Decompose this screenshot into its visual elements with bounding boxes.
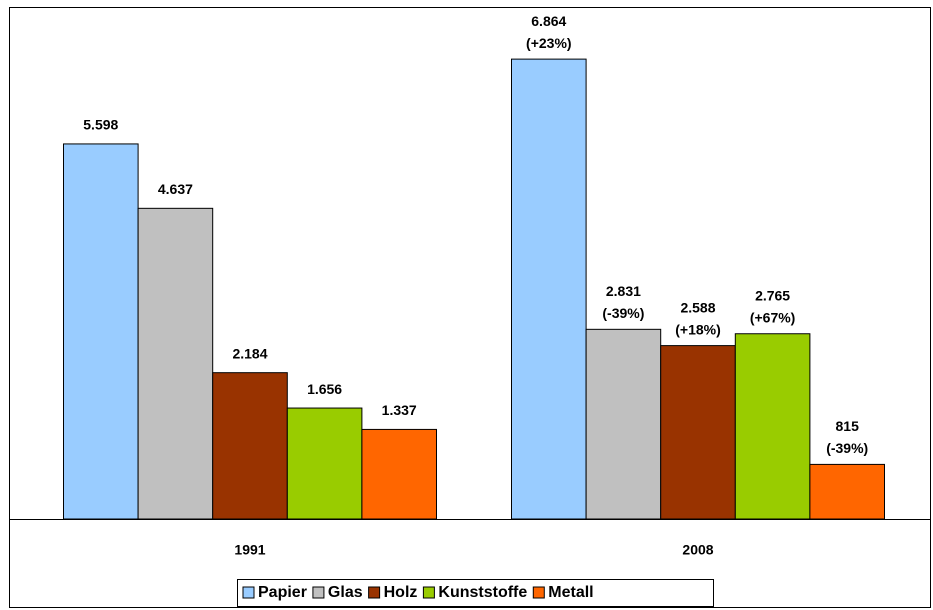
bar xyxy=(585,328,662,520)
legend-swatch xyxy=(312,586,325,599)
data-label: 2.184 xyxy=(232,345,267,361)
legend: Papier Glas Holz Kunststoffe Metall xyxy=(242,584,594,601)
legend-swatch xyxy=(532,586,545,599)
bar xyxy=(809,463,886,520)
legend-label: Metall xyxy=(548,584,593,601)
bar xyxy=(361,428,437,520)
legend-swatch xyxy=(422,586,435,599)
bar xyxy=(734,333,811,520)
change-label: (+67%) xyxy=(750,309,796,325)
change-label: (+23%) xyxy=(526,35,572,51)
bar xyxy=(212,372,288,520)
data-label: 4.637 xyxy=(158,181,193,197)
legend-label: Glas xyxy=(328,584,363,601)
change-label: (-39%) xyxy=(602,305,644,321)
bar xyxy=(137,207,214,520)
data-label: 2.765 xyxy=(755,287,790,303)
legend-swatch xyxy=(368,586,381,599)
x-tick-label: 1991 xyxy=(234,542,265,558)
legend-label: Holz xyxy=(384,584,418,601)
data-label: 2.831 xyxy=(606,283,641,299)
data-label: 1.656 xyxy=(307,381,342,397)
bar xyxy=(286,407,363,520)
change-label: (+18%) xyxy=(675,321,721,337)
bar xyxy=(511,58,587,520)
legend-swatch xyxy=(242,586,255,599)
data-label: 6.864 xyxy=(531,13,566,29)
data-label: 5.598 xyxy=(83,117,118,133)
change-label: (-39%) xyxy=(826,440,868,456)
data-label: 815 xyxy=(836,418,860,434)
data-label: 2.588 xyxy=(680,299,715,315)
x-tick-label: 2008 xyxy=(682,542,713,558)
legend-label: Papier xyxy=(258,584,307,601)
data-label: 1.337 xyxy=(382,402,417,418)
bar xyxy=(63,143,139,520)
bar xyxy=(660,345,736,520)
legend-label: Kunststoffe xyxy=(438,584,527,601)
